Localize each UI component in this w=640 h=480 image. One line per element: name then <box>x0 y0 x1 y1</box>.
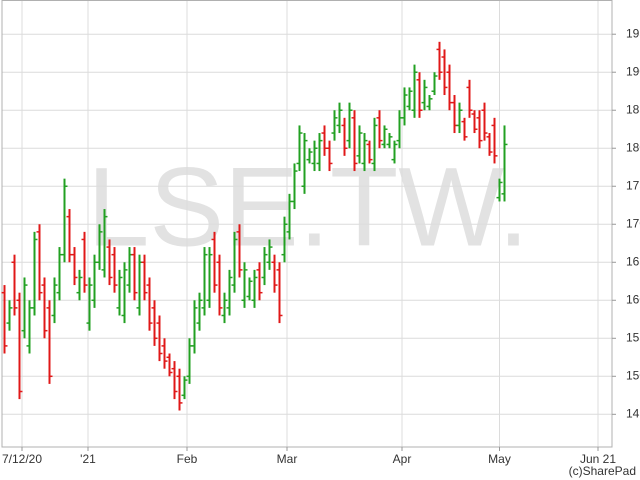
credit: (c)SharePad <box>569 464 636 478</box>
x-tick-label: May <box>488 452 511 466</box>
y-tick-label: 165 <box>626 254 640 268</box>
plot-frame <box>1 0 613 448</box>
y-tick-label: 155 <box>626 330 640 344</box>
x-tick-label: Jun 21 <box>580 452 616 466</box>
y-tick-label: 145 <box>626 406 640 420</box>
y-tick-label: 170 <box>626 216 640 230</box>
y-tick-label: 150 <box>626 368 640 382</box>
x-tick-label: 7/12/20 <box>2 452 42 466</box>
y-tick-label: 185 <box>626 102 640 116</box>
x-tick-label: Apr <box>393 452 412 466</box>
y-tick-label: 175 <box>626 178 640 192</box>
x-tick-label: '21 <box>80 452 96 466</box>
y-tick-label: 195 <box>626 26 640 40</box>
y-tick-label: 190 <box>626 64 640 78</box>
y-tick-label: 160 <box>626 292 640 306</box>
x-tick-label: Feb <box>177 452 198 466</box>
watermark: LSE.TW. <box>87 145 529 270</box>
x-tick-label: Mar <box>277 452 298 466</box>
y-tick-label: 180 <box>626 140 640 154</box>
